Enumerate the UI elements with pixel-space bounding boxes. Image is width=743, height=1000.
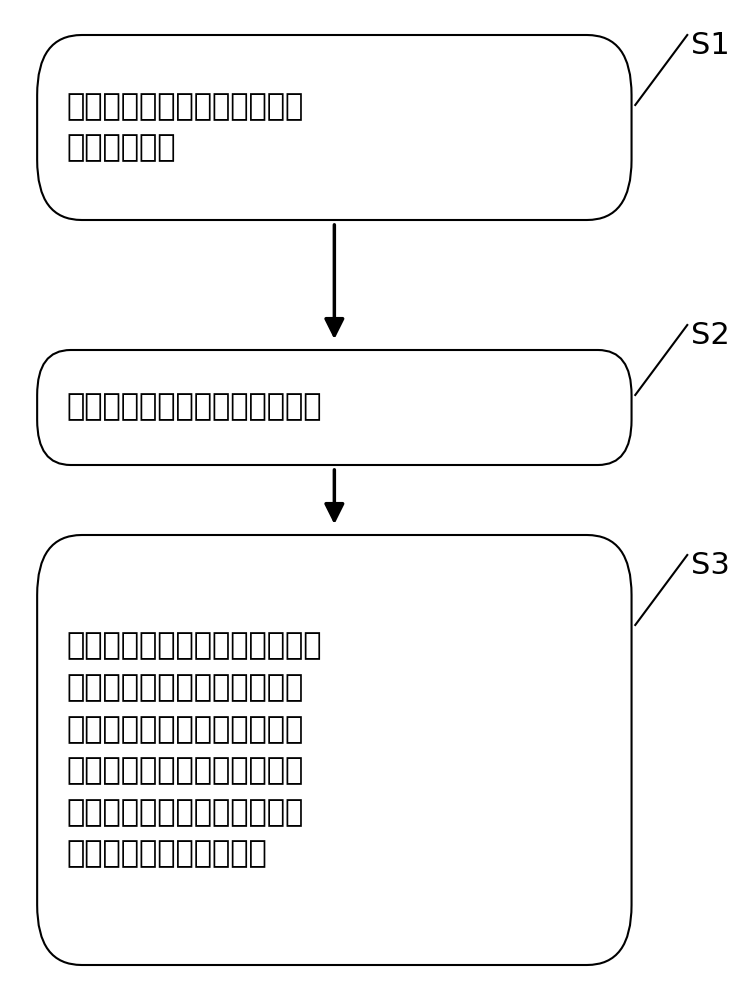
- Text: S3: S3: [691, 550, 730, 580]
- Text: 为自习室各座位编号并分配预
设位置信息；: 为自习室各座位编号并分配预 设位置信息；: [67, 92, 304, 162]
- Text: 为已编号座位分配可选时间段；: 为已编号座位分配可选时间段；: [67, 392, 322, 422]
- FancyBboxPatch shape: [37, 350, 632, 465]
- Text: 根据用户选择的目标座位以及目
标时间段锁定目标座位，且在
用户续约目标座位时根据用户
的实际位置信息与目标座位预
设位置信息的对比结果以及续
约时间段锁定目标座: 根据用户选择的目标座位以及目 标时间段锁定目标座位，且在 用户续约目标座位时根据…: [67, 631, 322, 869]
- Text: S2: S2: [691, 320, 730, 350]
- FancyBboxPatch shape: [37, 535, 632, 965]
- FancyBboxPatch shape: [37, 35, 632, 220]
- Text: S1: S1: [691, 30, 730, 60]
